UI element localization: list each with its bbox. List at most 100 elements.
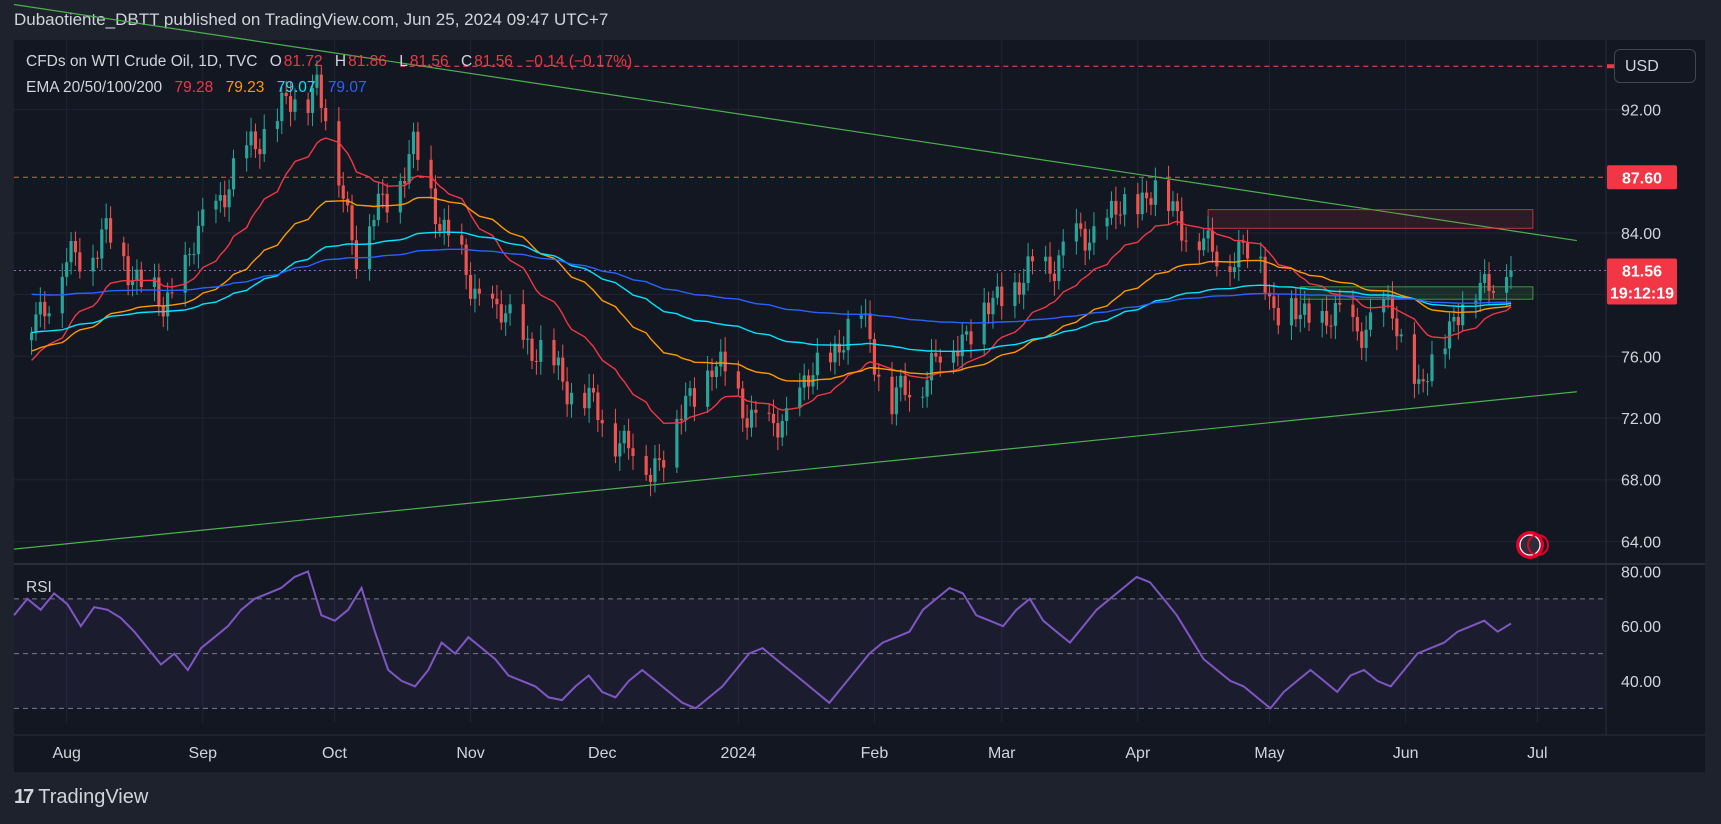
candle-body bbox=[1123, 194, 1127, 215]
candle-body bbox=[1087, 242, 1092, 251]
candle-body bbox=[780, 420, 784, 438]
candle-body bbox=[982, 302, 986, 345]
candle-body bbox=[1382, 298, 1386, 313]
candle-body bbox=[223, 195, 227, 208]
candle-body bbox=[306, 99, 310, 113]
candle-body bbox=[1175, 201, 1179, 212]
candle-body bbox=[692, 388, 697, 407]
candle-body bbox=[1303, 303, 1307, 315]
candle-body bbox=[785, 408, 789, 421]
candle-body bbox=[1298, 314, 1302, 320]
tradingview-logo-icon: 17 bbox=[14, 786, 34, 808]
ema20-value: 79.28 bbox=[174, 79, 214, 96]
us-flag-inner bbox=[1519, 534, 1541, 556]
time-tick-label: Dec bbox=[588, 745, 616, 762]
candle-body bbox=[714, 366, 718, 377]
rsi-label[interactable]: RSI bbox=[26, 579, 52, 596]
candle-body bbox=[1232, 267, 1236, 273]
candle-body bbox=[100, 229, 104, 259]
candle-body bbox=[662, 460, 666, 468]
candle-body bbox=[275, 121, 279, 129]
candle-body bbox=[1026, 256, 1030, 283]
candle-body bbox=[894, 387, 898, 415]
candle-body bbox=[1452, 316, 1456, 322]
candle-body bbox=[736, 371, 740, 389]
symbol-label[interactable]: CFDs on WTI Crude Oil, 1D, TVC bbox=[26, 53, 258, 70]
upper-trendline bbox=[13, 3, 1577, 242]
candle-body bbox=[1443, 348, 1447, 355]
candle-body bbox=[1079, 223, 1083, 229]
price-tick-label: 68.00 bbox=[1621, 473, 1661, 490]
candle-body bbox=[188, 254, 192, 256]
candle-body bbox=[442, 219, 446, 231]
countdown-tag: 19:12:19 bbox=[1610, 285, 1674, 302]
candle-body bbox=[1289, 298, 1294, 326]
candle-body bbox=[1456, 316, 1460, 326]
candle-body bbox=[569, 392, 574, 405]
candle-body bbox=[1149, 198, 1153, 205]
candle-body bbox=[1412, 334, 1416, 384]
candle-body bbox=[1325, 311, 1329, 326]
candle-body bbox=[372, 219, 376, 227]
candle-body bbox=[258, 149, 262, 155]
candle-body bbox=[925, 380, 929, 397]
candle-body bbox=[69, 240, 73, 263]
ema100-line bbox=[31, 231, 1512, 353]
candle-body bbox=[376, 193, 380, 220]
currency-button[interactable]: USD bbox=[1614, 49, 1696, 83]
candle-body bbox=[969, 331, 973, 345]
candle-body bbox=[1447, 321, 1452, 349]
candle-body bbox=[354, 240, 358, 270]
candle-body bbox=[1215, 251, 1219, 267]
candle-body bbox=[73, 240, 78, 253]
candle-body bbox=[600, 420, 604, 424]
candle-body bbox=[135, 269, 139, 281]
candle-body bbox=[1074, 223, 1078, 242]
ema-label[interactable]: EMA 20/50/100/200 bbox=[26, 79, 163, 96]
candle-body bbox=[1276, 307, 1280, 326]
candle-body bbox=[346, 198, 350, 206]
candle-body bbox=[43, 301, 47, 317]
candle-body bbox=[1237, 241, 1241, 268]
candle-body bbox=[749, 409, 754, 428]
candle-body bbox=[368, 226, 372, 270]
candle-body bbox=[460, 235, 464, 245]
candle-body bbox=[706, 370, 710, 407]
candle-body bbox=[504, 313, 508, 323]
candle-body bbox=[341, 185, 345, 199]
candle-body bbox=[995, 286, 999, 298]
candle-body bbox=[1166, 180, 1171, 211]
time-tick-label: Nov bbox=[456, 745, 484, 762]
candle-body bbox=[890, 376, 894, 415]
candle-body bbox=[1202, 238, 1206, 251]
brand-name: TradingView bbox=[38, 786, 149, 808]
candle-body bbox=[521, 304, 525, 340]
candle-body bbox=[960, 334, 964, 357]
resistance-price-tag: 87.60 bbox=[1622, 170, 1662, 187]
candle-body bbox=[1013, 282, 1017, 307]
high-value: 81.86 bbox=[348, 53, 387, 70]
candle-body bbox=[411, 131, 416, 155]
ema-legend: EMA 20/50/100/200 79.28 79.23 79.07 79.0… bbox=[26, 79, 369, 97]
close-label: C bbox=[460, 53, 473, 70]
candle-body bbox=[122, 242, 126, 257]
candle-body bbox=[1320, 311, 1324, 323]
candle-body bbox=[310, 87, 315, 113]
candle-body bbox=[1118, 214, 1122, 216]
candle-body bbox=[719, 351, 723, 367]
candle-body bbox=[398, 180, 402, 213]
close-value: 81.56 bbox=[474, 53, 513, 70]
ema100-value: 79.07 bbox=[276, 79, 316, 96]
candle-body bbox=[1474, 300, 1478, 305]
chart-panel[interactable] bbox=[14, 40, 1705, 772]
candle-body bbox=[280, 92, 284, 122]
lower-trendline bbox=[13, 391, 1577, 550]
candle-body bbox=[1360, 331, 1364, 348]
candle-body bbox=[1329, 325, 1333, 327]
tradingview-footer: 17 TradingView bbox=[14, 786, 148, 809]
candle-body bbox=[929, 353, 934, 381]
candle-body bbox=[473, 288, 477, 299]
price-tick-label: 64.00 bbox=[1621, 534, 1661, 551]
